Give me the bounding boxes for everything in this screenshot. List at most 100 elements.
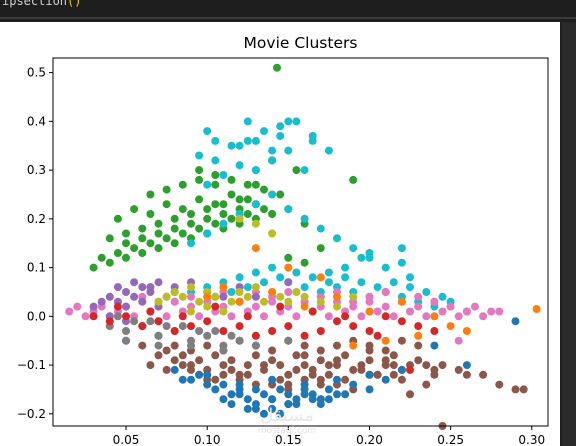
scatter-point — [341, 263, 350, 272]
scatter-point — [235, 297, 244, 306]
scatter-point — [324, 395, 333, 404]
scatter-point — [260, 127, 268, 136]
scatter-point — [292, 365, 301, 374]
scatter-point — [187, 322, 195, 331]
scatter-point — [187, 239, 195, 248]
scatter-point — [316, 273, 325, 282]
scatter-point — [446, 302, 455, 311]
code-paren: () — [67, 0, 82, 8]
scatter-point — [130, 278, 139, 287]
scatter-point — [430, 312, 439, 321]
scatter-point — [154, 219, 163, 228]
scatter-point — [397, 297, 406, 306]
scatter-point — [227, 190, 236, 199]
scatter-point — [397, 258, 406, 267]
scatter-point — [454, 336, 463, 345]
scatter-point — [138, 322, 147, 331]
scatter-point — [97, 253, 106, 262]
scatter-point — [300, 166, 309, 175]
scatter-point — [251, 268, 260, 277]
scatter-point — [203, 341, 212, 350]
scatter-point — [273, 63, 281, 72]
scatter-point — [122, 327, 130, 335]
scatter-point — [268, 404, 277, 413]
output-scrollbar[interactable] — [562, 22, 576, 446]
scatter-point — [195, 224, 204, 233]
y-tick-label: 0.1 — [27, 261, 46, 275]
scatter-point — [276, 190, 285, 199]
scatter-point — [105, 258, 114, 267]
code-line: ipsection() — [2, 0, 81, 8]
scatter-point — [211, 136, 220, 145]
scatter-point — [154, 297, 163, 306]
scatter-point — [341, 390, 350, 399]
scatter-point — [324, 370, 333, 379]
scatter-point — [357, 312, 366, 321]
scatter-point — [349, 322, 358, 331]
scatter-point — [243, 117, 252, 126]
scatter-point — [187, 292, 195, 301]
scatter-point — [251, 404, 260, 413]
scatter-point — [170, 288, 179, 296]
x-tick-label: 0.30 — [518, 433, 545, 446]
scatter-point — [162, 312, 171, 321]
scatter-point — [105, 234, 114, 243]
scatter-point — [495, 307, 504, 316]
scatter-point — [243, 370, 252, 379]
scatter-point — [162, 185, 171, 194]
scatter-point — [219, 327, 228, 335]
scatter-point — [316, 346, 325, 355]
scatter-point — [243, 210, 252, 218]
scatter-point — [203, 229, 212, 238]
scatter-point — [170, 341, 179, 350]
scatter-point — [81, 312, 90, 321]
scatter-point — [235, 322, 244, 331]
scatter-point — [243, 136, 252, 145]
scatter-point — [300, 341, 309, 350]
scatter-point — [430, 327, 439, 335]
scatter-point — [300, 331, 309, 340]
scatter-point — [292, 312, 301, 321]
scatter-point — [219, 307, 228, 316]
y-tick-label: −0.1 — [17, 358, 46, 372]
scatter-point — [251, 283, 260, 292]
scatter-point — [268, 263, 277, 272]
scatter-point — [97, 297, 106, 306]
scatter-point — [341, 273, 350, 282]
scatter-point — [365, 249, 374, 257]
scatter-point — [308, 307, 317, 316]
scatter-point — [146, 239, 155, 248]
scatter-point — [268, 375, 277, 384]
scatter-point — [532, 305, 541, 313]
scatter-point — [422, 380, 431, 389]
scatter-point — [284, 253, 293, 262]
scatter-point — [260, 409, 268, 418]
scatter-point — [300, 361, 309, 370]
scatter-point — [203, 370, 212, 379]
scatter-point — [276, 302, 285, 311]
scatter-point — [154, 278, 163, 287]
scatter-point — [406, 365, 414, 374]
scatter-point — [511, 317, 520, 326]
scatter-point — [438, 307, 447, 316]
y-tick-label: 0.0 — [27, 309, 46, 323]
scatter-point — [300, 302, 309, 311]
scatter-point — [170, 214, 179, 223]
scatter-point — [251, 200, 260, 209]
scatter-point — [195, 195, 204, 204]
scatter-point — [73, 302, 82, 311]
scatter-point — [105, 292, 114, 301]
scatter-point — [357, 253, 366, 262]
scatter-point — [146, 283, 155, 292]
scatter-point — [389, 361, 398, 370]
scatter-point — [227, 297, 236, 306]
scatter-point — [235, 273, 244, 282]
scatter-point — [308, 370, 317, 379]
watermark-arabic: مستقل — [260, 405, 314, 426]
watermark-url: mostaql.com — [258, 426, 316, 436]
scatter-point — [511, 385, 520, 394]
x-tick-label: 0.20 — [356, 433, 383, 446]
scatter-point — [349, 380, 358, 389]
scatter-point — [122, 253, 130, 262]
scatter-point — [381, 312, 390, 321]
